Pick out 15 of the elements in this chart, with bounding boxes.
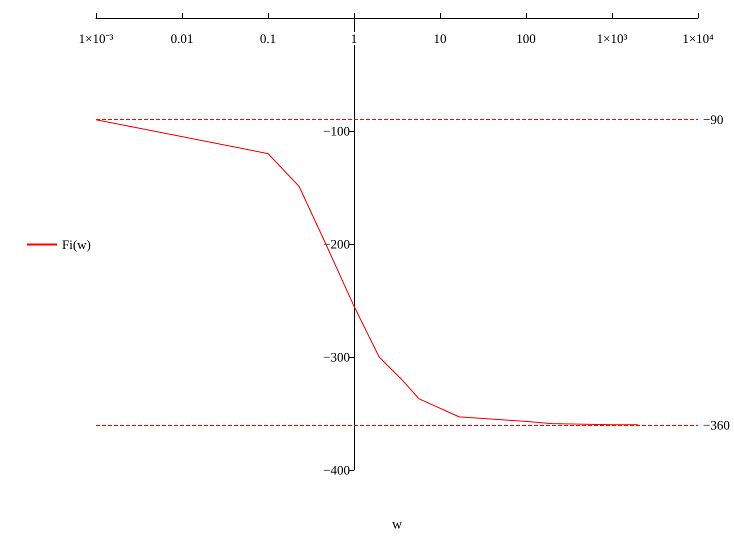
ref-line-label: −360 <box>703 417 730 432</box>
x-tick-label: 1×10³ <box>596 31 628 46</box>
x-tick-label: 1×10⁻³ <box>78 31 114 46</box>
x-tick-label: 0.01 <box>170 31 194 46</box>
ref-line-label: −90 <box>703 112 724 128</box>
x-tick-label: 100 <box>516 31 536 46</box>
legend-label: Fi(w) <box>62 237 91 252</box>
y-tick-label: −100 <box>323 124 350 138</box>
y-tick-label: −300 <box>323 350 350 364</box>
x-tick-label: 1 <box>350 31 358 46</box>
x-tick-label: 1×10⁴ <box>682 31 714 46</box>
y-tick-label: −400 <box>323 462 350 478</box>
x-tick-label: 0.1 <box>260 31 276 46</box>
x-axis-title: w <box>392 518 403 532</box>
x-tick-label: 10 <box>434 31 446 46</box>
